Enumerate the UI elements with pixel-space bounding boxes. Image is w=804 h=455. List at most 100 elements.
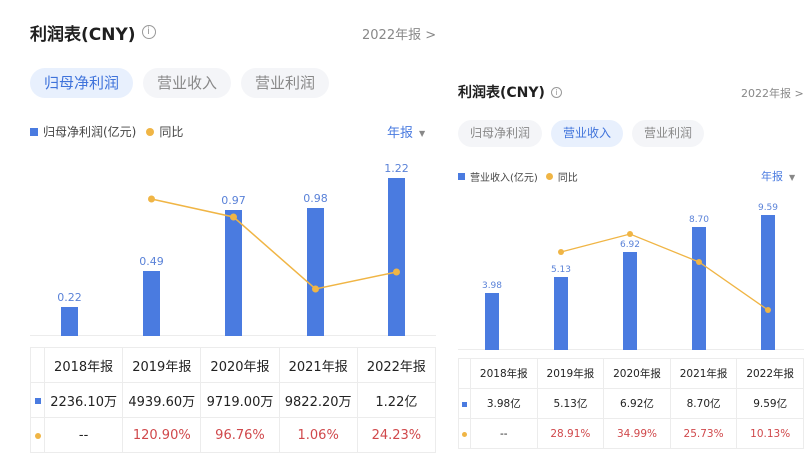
table-cell: 5.13亿: [536, 388, 605, 419]
table-cell: 10.13%: [736, 418, 804, 449]
data-table: 2018年报 2019年报 2020年报 2021年报 2022年报 3.98亿…: [458, 358, 804, 449]
bar-label: 0.22: [57, 291, 82, 304]
period-dropdown[interactable]: 年报 ▼: [761, 168, 795, 184]
bar-label: 5.13: [551, 265, 571, 275]
yoy-points: [148, 195, 400, 293]
bar-2021: [307, 208, 324, 336]
bar-series-square-icon: [462, 401, 467, 407]
line-series-dot-icon: [34, 432, 41, 439]
bar-2020: [225, 210, 242, 336]
table-header-row: 2018年报 2019年报 2020年报 2021年报 2022年报: [30, 347, 437, 383]
line-legend-dot-icon: [545, 173, 553, 180]
table-header: 2022年报: [736, 358, 804, 389]
bar-value-labels: 3.98 5.13 6.92 8.70 9.59: [482, 203, 778, 291]
info-icon[interactable]: i: [141, 25, 156, 39]
bar-series-square-icon: [34, 397, 41, 404]
revenue-chart: 3.98 5.13 6.92 8.70 9.59: [458, 190, 804, 352]
table-header: 2020年报: [603, 358, 671, 389]
table-cell: 96.76%: [200, 417, 280, 453]
chart-legend: 归母净利润(亿元) 同比: [30, 123, 183, 140]
panel-header: 利润表(CNY) i: [458, 82, 562, 102]
tab-net-profit[interactable]: 归母净利润: [30, 68, 134, 98]
table-cell: 3.98亿: [470, 388, 538, 419]
bars: [485, 215, 775, 350]
table-header: 2018年报: [43, 347, 124, 383]
bar-2022: [388, 178, 405, 336]
caret-down-icon: ▼: [789, 172, 796, 182]
header-icon-cell: [30, 347, 45, 383]
bar-2018: [485, 293, 499, 350]
table-cell: 25.73%: [669, 418, 738, 449]
income-statement-panel-net-profit: 利润表(CNY) i 2022年报 > 归母净利润 营业收入 营业利润 归母净利…: [30, 24, 437, 453]
net-profit-chart: 0.22 0.49 0.97 0.98 1.22: [30, 150, 436, 340]
tab-net-profit[interactable]: 归母净利润: [458, 120, 543, 147]
table-row-yoy: -- 120.90% 96.76% 1.06% 24.23%: [30, 417, 437, 453]
bar-label: 1.22: [384, 162, 409, 175]
caret-down-icon: ▼: [419, 129, 426, 138]
table-header: 2019年报: [122, 347, 202, 383]
bar-label: 9.59: [758, 203, 778, 213]
report-period-link[interactable]: 2022年报 >: [741, 87, 804, 100]
bars: [61, 178, 405, 336]
table-cell: 1.22亿: [356, 382, 437, 418]
bar-legend-label: 营业收入(亿元): [470, 173, 538, 184]
table-cell: 4939.60万: [122, 382, 202, 418]
bar-label: 0.97: [221, 194, 246, 207]
income-statement-panel-revenue: 利润表(CNY) i 2022年报 > 归母净利润 营业收入 营业利润 营业收入…: [445, 0, 804, 455]
table-header: 2022年报: [356, 347, 437, 383]
chart-legend: 营业收入(亿元) 同比: [458, 169, 578, 184]
table-header: 2021年报: [669, 358, 738, 389]
table-cell: 1.06%: [278, 417, 358, 453]
table-row-values: 2236.10万 4939.60万 9719.00万 9822.20万 1.22…: [30, 382, 437, 418]
bar-label: 3.98: [482, 281, 502, 291]
tab-operating-profit[interactable]: 营业利润: [632, 120, 705, 147]
table-cell: 120.90%: [122, 417, 202, 453]
tab-revenue[interactable]: 营业收入: [551, 120, 624, 147]
table-header: 2020年报: [200, 347, 280, 383]
table-header: 2018年报: [470, 358, 538, 389]
panel-title: 利润表(CNY): [30, 24, 136, 45]
yoy-points: [558, 231, 771, 313]
period-label: 年报: [387, 126, 414, 141]
metric-tabs: 归母净利润 营业收入 营业利润: [30, 68, 330, 98]
bar-2018: [61, 307, 78, 336]
table-cell: 9719.00万: [200, 382, 280, 418]
period-label: 年报: [761, 170, 783, 183]
panel-title: 利润表(CNY): [458, 85, 545, 101]
tab-operating-profit[interactable]: 营业利润: [241, 68, 330, 98]
table-header: 2021年报: [278, 347, 358, 383]
table-cell: 2236.10万: [43, 382, 124, 418]
bar-2022: [761, 215, 775, 350]
bar-2020: [623, 252, 637, 350]
table-cell: --: [43, 417, 124, 453]
report-period-link[interactable]: 2022年报 >: [362, 28, 437, 43]
table-row-yoy: -- 28.91% 34.99% 25.73% 10.13%: [458, 418, 804, 449]
period-dropdown[interactable]: 年报 ▼: [387, 122, 425, 141]
bar-legend-square-icon: [458, 173, 465, 180]
line-legend-label: 同比: [159, 125, 184, 139]
data-table: 2018年报 2019年报 2020年报 2021年报 2022年报 2236.…: [30, 347, 437, 453]
table-cell: 24.23%: [356, 417, 437, 453]
bar-2019: [554, 277, 568, 350]
table-cell: 9822.20万: [278, 382, 358, 418]
yoy-line: [151, 198, 397, 290]
table-cell: 34.99%: [603, 418, 671, 449]
table-cell: 9.59亿: [736, 388, 804, 419]
yoy-line: [560, 233, 769, 311]
bar-legend-label: 归母净利润(亿元): [43, 125, 137, 139]
tab-revenue[interactable]: 营业收入: [143, 68, 232, 98]
bar-legend-square-icon: [30, 127, 38, 136]
bar-label: 8.70: [689, 215, 709, 225]
table-row-values: 3.98亿 5.13亿 6.92亿 8.70亿 9.59亿: [458, 388, 804, 419]
table-header-row: 2018年报 2019年报 2020年报 2021年报 2022年报: [458, 358, 804, 389]
bar-label: 0.49: [139, 255, 164, 268]
line-legend-label: 同比: [557, 173, 578, 184]
bar-value-labels: 0.22 0.49 0.97 0.98 1.22: [57, 162, 409, 304]
header-icon-cell: [458, 358, 471, 389]
info-icon[interactable]: i: [550, 86, 562, 98]
table-header: 2019年报: [536, 358, 605, 389]
bar-2019: [143, 271, 160, 336]
table-cell: 6.92亿: [603, 388, 671, 419]
bar-2021: [692, 227, 706, 350]
metric-tabs: 归母净利润 营业收入 营业利润: [458, 120, 705, 147]
